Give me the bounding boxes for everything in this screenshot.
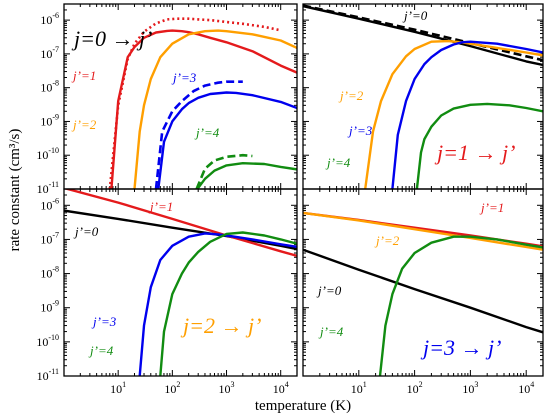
plot-area-j2: [64, 189, 297, 376]
y-tick-exponent: -11: [49, 180, 59, 189]
y-tick-label: 10-7: [40, 45, 59, 61]
series-line-j3-0: [303, 248, 543, 334]
y-tick-exponent: -8: [52, 79, 59, 88]
series-line-j1-2: [364, 39, 543, 189]
y-tick-exponent: -10: [48, 146, 59, 155]
series-label: j’=0: [316, 283, 342, 298]
y-tick-label: 102: [164, 380, 180, 396]
x-axis-label: temperature (K): [255, 398, 351, 414]
y-tick-exponent: -7: [52, 45, 59, 54]
panel-title-j1: j=1 → j’: [434, 140, 515, 165]
y-tick-label: 10-8: [40, 265, 59, 281]
series-line-j0-3: [157, 91, 297, 189]
series-line-j3-3: [378, 235, 543, 376]
series-line-j1-3: [391, 40, 543, 189]
y-tick-label: 10-10: [36, 146, 59, 162]
plot-area-j0: [108, 17, 297, 189]
y-tick-exponent: 1: [122, 380, 126, 389]
series-label: j’=4: [325, 155, 351, 170]
series-line-j2-0: [64, 209, 297, 251]
y-tick-exponent: -6: [52, 196, 59, 205]
y-tick-exponent: 4: [530, 380, 534, 389]
plot-area-j1: [303, 4, 543, 189]
y-tick-exponent: 2: [176, 380, 180, 389]
y-tick-label: 102: [407, 380, 423, 396]
y-tick-label: 10-7: [40, 230, 59, 246]
series-label: j’=3: [91, 314, 117, 329]
y-tick-label: 10-9: [40, 299, 59, 315]
panel-frame-j2: [63, 188, 298, 377]
y-tick-label: 101: [110, 380, 126, 396]
series-label: j’=2: [374, 233, 400, 248]
series-labels: j’=1 j’=2 j’=3 j’=4 j=0 → j’ j’=0 j’=2 j’=3 j’=4…: [71, 8, 515, 360]
y-tick-exponent: 2: [419, 380, 423, 389]
y-tick-exponent: -9: [52, 299, 59, 308]
series-line-j0-0: [110, 29, 297, 189]
series-line-j1-4: [415, 102, 543, 189]
series-line-j1-1: [303, 4, 543, 62]
series-label: j’=2: [338, 88, 364, 103]
series-line-j2-3: [159, 231, 297, 376]
series-label: j’=0: [73, 224, 99, 239]
panel-title-j0: j=0 → j’: [71, 26, 152, 51]
y-tick-label: 10-8: [40, 79, 59, 95]
series-line-j1-0: [303, 4, 543, 67]
series-line-j2-2: [138, 232, 297, 376]
y-tick-label: 101: [351, 380, 367, 396]
y-tick-label: 104: [273, 380, 289, 396]
y-tick-exponent: -6: [52, 11, 59, 20]
series-label: j’=3: [347, 123, 373, 138]
y-tick-exponent: -11: [49, 367, 59, 376]
y-tick-label: 10-9: [40, 112, 59, 128]
series-line-j0-6: [195, 153, 253, 189]
series-line-j3-2: [303, 211, 543, 251]
series-label: j’=4: [88, 343, 114, 358]
y-tick-exponent: 3: [231, 380, 235, 389]
y-tick-exponent: 3: [474, 380, 478, 389]
series-label: j’=4: [194, 125, 220, 140]
y-tick-label: 103: [462, 380, 478, 396]
y-tick-exponent: 1: [363, 380, 367, 389]
y-tick-exponent: -10: [48, 333, 59, 342]
y-tick-label: 10-10: [36, 333, 59, 349]
y-tick-label: 10-11: [37, 180, 59, 196]
y-tick-label: 10-11: [37, 367, 59, 383]
series-label: j’=3: [171, 70, 197, 85]
panel-frame-j3: [302, 188, 544, 377]
series-line-j0-1: [108, 17, 281, 189]
series-line-j0-2: [133, 29, 297, 189]
y-tick-label: 104: [518, 380, 534, 396]
y-axis-label: rate constant (cm³/s): [7, 129, 23, 252]
panel-frames: [63, 3, 544, 377]
series-label: j’=0: [402, 8, 428, 23]
y-tick-exponent: -7: [52, 230, 59, 239]
y-tick-exponent: -8: [52, 265, 59, 274]
y-tick-label: 10-6: [40, 196, 59, 212]
plot-area-j3: [303, 211, 543, 376]
y-tick-exponent: 4: [285, 380, 289, 389]
series-line-j0-4: [154, 80, 243, 189]
y-tick-label: 103: [219, 380, 235, 396]
panel-title-j3: j=3 → j’: [420, 335, 501, 360]
series-label: j’=1: [479, 200, 504, 215]
y-tick-exponent: -9: [52, 112, 59, 121]
series-label: j’=1: [71, 68, 96, 83]
y-tick-label: 10-6: [40, 11, 59, 27]
data-layer: [64, 4, 543, 376]
series-label: j’=1: [148, 199, 173, 214]
series-line-j2-1: [64, 189, 297, 258]
series-label: j’=2: [71, 117, 97, 132]
series-label: j’=4: [318, 324, 344, 339]
panel-title-j2: j=2 → j’: [180, 313, 261, 338]
series-line-j0-5: [196, 161, 297, 189]
